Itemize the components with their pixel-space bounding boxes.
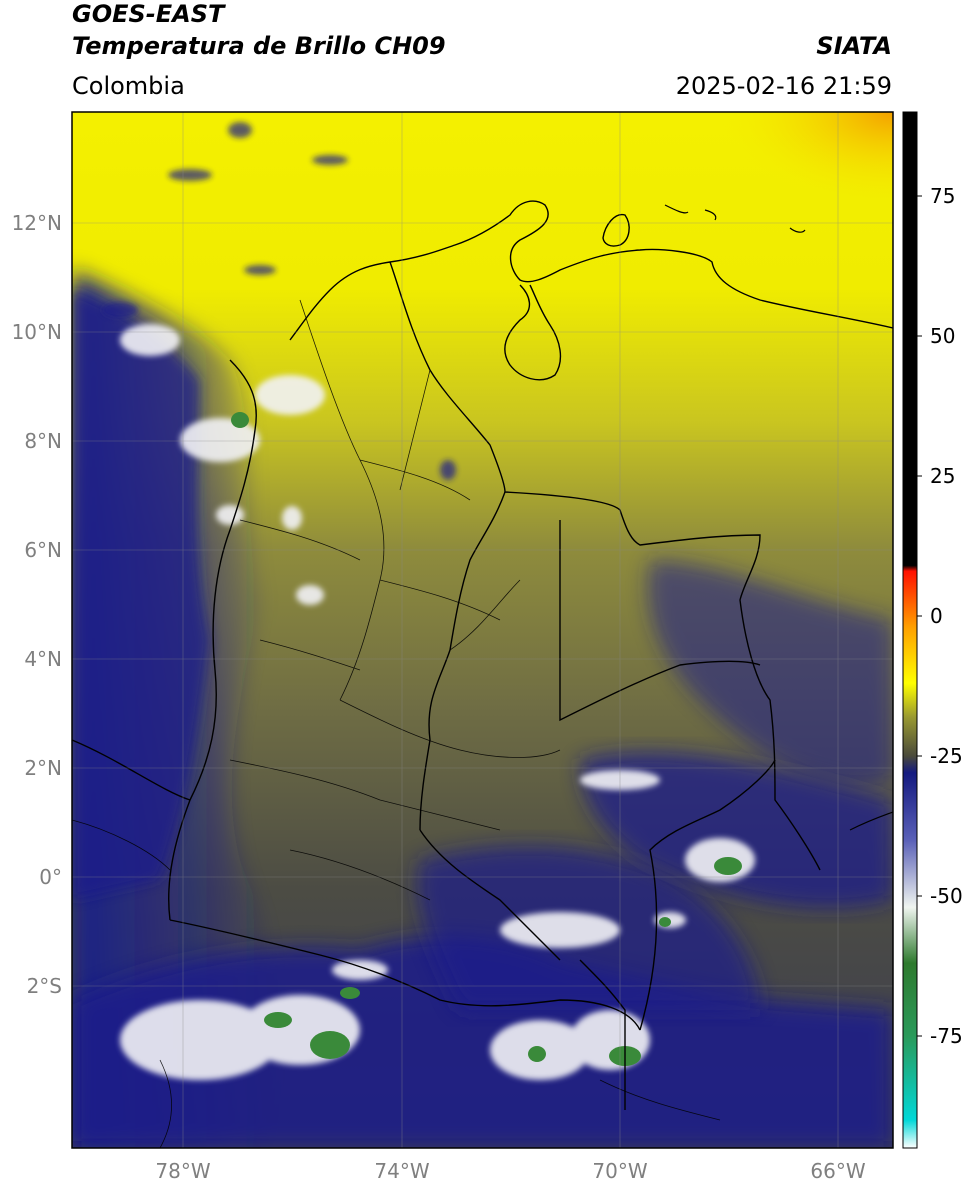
lon-tick-label: 74°W [374, 1159, 429, 1183]
lat-tick-label: 10°N [12, 320, 62, 344]
lat-tick-label: 6°N [24, 538, 62, 562]
longitude-axis: 78°W 74°W 70°W 66°W [155, 1159, 865, 1183]
graticule [72, 112, 893, 1148]
colorbar-gradient [903, 112, 917, 1148]
chart-title-satellite: GOES-EAST [72, 0, 225, 28]
lat-tick-label: 2°S [27, 974, 62, 998]
department-borders [72, 299, 721, 1148]
map-frame [71, 111, 894, 1149]
lon-tick-label: 78°W [155, 1159, 210, 1183]
colorbar-tick-label: 0 [930, 604, 943, 628]
colorbar-tick-label: -75 [930, 1024, 963, 1048]
colorbar: 75 50 25 0 -25 -50 -75 [902, 111, 963, 1149]
agency-label: SIATA [816, 32, 892, 60]
latitude-axis: 12°N 10°N 8°N 6°N 4°N 2°N 0° 2°S [12, 211, 62, 998]
colorbar-tick-label: -50 [930, 884, 963, 908]
lon-tick-label: 66°W [810, 1159, 865, 1183]
lon-tick-label: 70°W [592, 1159, 647, 1183]
datetime-label: 2025-02-16 21:59 [675, 72, 892, 100]
colorbar-tick-label: 75 [930, 184, 955, 208]
colorbar-tick-label: 50 [930, 324, 955, 348]
lat-tick-label: 4°N [24, 647, 62, 671]
lat-tick-label: 12°N [12, 211, 62, 235]
country-borders [72, 200, 893, 1110]
colorbar-tick-label: 25 [930, 464, 955, 488]
colorbar-tick-label: -25 [930, 744, 963, 768]
lat-tick-label: 0° [39, 865, 62, 889]
lat-tick-label: 2°N [24, 756, 62, 780]
lat-tick-label: 8°N [24, 429, 62, 453]
brightness-temperature-field [72, 112, 893, 1148]
region-label: Colombia [72, 72, 185, 100]
chart-title-product: Temperatura de Brillo CH09 [72, 32, 446, 60]
